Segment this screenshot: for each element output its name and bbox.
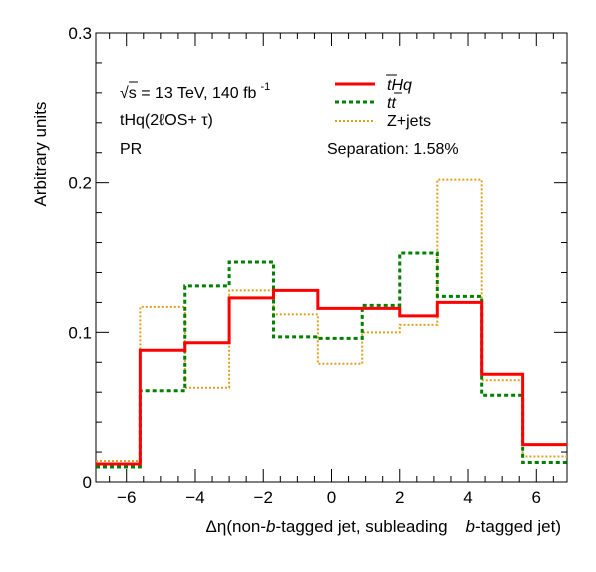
y-tick-label: 0.1 (68, 323, 92, 342)
channel-annotation: tHq(2ℓOS+ τ) (120, 112, 213, 129)
x-axis-title-part2: b (266, 517, 275, 536)
legend-label-zjets: Z+jets (387, 113, 431, 130)
legend: tHq tt Z+jets (335, 74, 431, 130)
energy-superscript: -1 (260, 81, 270, 93)
separation-annotation: Separation: 1.58% (327, 141, 459, 158)
x-tick-label: −6 (117, 488, 136, 507)
legend-label-thq: tHq (387, 77, 412, 94)
region-annotation: PR (120, 141, 142, 158)
energy-text: = 13 TeV, 140 fb (137, 85, 257, 102)
energy-s: s (129, 85, 137, 102)
x-tick-label: 2 (395, 488, 404, 507)
x-tick-label: −2 (254, 488, 273, 507)
x-axis-title-part1: Δη(non- (206, 517, 267, 536)
x-axis-title-part3: -tagged jet, subleading (276, 517, 448, 536)
series-thq-line (96, 288, 567, 466)
x-axis-title-part5: -tagged jet) (475, 517, 561, 536)
x-tick-label: 4 (463, 488, 472, 507)
y-tick-label: 0.3 (68, 24, 92, 43)
tick-labels: −6 −4 −2 0 2 4 6 0 0.1 0.2 0.3 (68, 24, 541, 507)
x-tick-label: 6 (532, 488, 541, 507)
y-tick-label: 0 (83, 473, 92, 492)
y-tick-label: 0.2 (68, 174, 92, 193)
x-tick-label: −4 (185, 488, 204, 507)
series-tt-line (96, 251, 567, 469)
legend-label-tt: tt (387, 95, 396, 112)
x-axis-title-part4: b (466, 517, 475, 536)
series-zjets-line (96, 178, 567, 463)
sqrt-symbol: √ (120, 85, 129, 102)
x-axis-title: Δη(non-b-tagged jet, subleading b-tagged … (206, 517, 561, 536)
y-axis-title: Arbitrary units (31, 102, 50, 207)
energy-annotation: √s = 13 TeV, 140 fb -1 (120, 81, 270, 102)
axis-ticks (96, 32, 567, 483)
x-tick-label: 0 (327, 488, 336, 507)
series-layer (96, 178, 567, 469)
